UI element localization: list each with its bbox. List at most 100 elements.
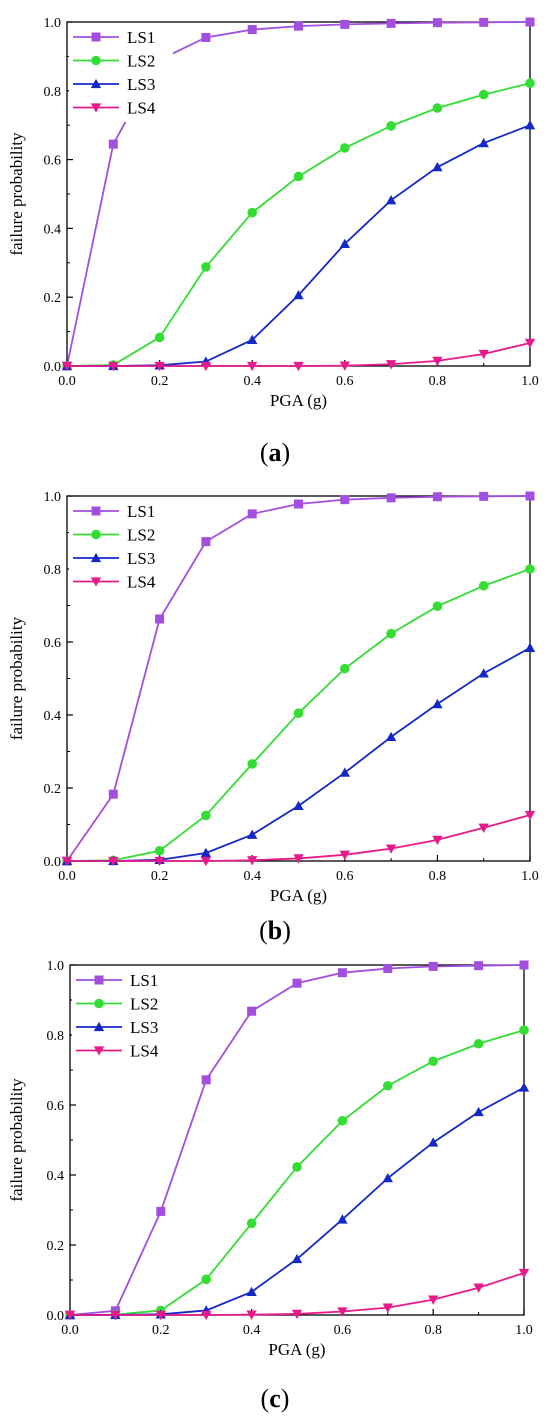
data-point-ls3: [339, 238, 350, 249]
data-point-ls4: [200, 361, 212, 372]
data-point-ls2: [432, 103, 443, 113]
data-point-ls2: [246, 1218, 257, 1229]
data-point-ls2: [292, 1162, 302, 1172]
legend-marker: [93, 1046, 105, 1056]
data-point-ls1: [292, 978, 302, 988]
data-point-ls2: [201, 1274, 211, 1285]
data-point-ls4: [247, 361, 258, 372]
legend-label: LS1: [127, 502, 155, 521]
series-line-ls2: [66, 82, 531, 367]
data-point-ls3: [432, 698, 443, 709]
data-point-ls2: [383, 1080, 393, 1091]
data-point-ls1: [201, 32, 211, 42]
legend-background: [69, 498, 173, 596]
x-axis-label: PGA (g): [270, 391, 327, 410]
data-point-ls1: [201, 1075, 211, 1085]
data-point-ls1: [247, 1006, 257, 1016]
y-tick-label: 0.0: [44, 855, 62, 870]
x-axis-label: PGA (g): [268, 1340, 325, 1359]
legend-label: LS1: [130, 971, 158, 990]
data-point-ls2: [478, 580, 489, 591]
data-point-ls3: [385, 195, 397, 205]
y-tick-label: 0.2: [44, 291, 62, 306]
data-point-ls1: [479, 17, 489, 27]
legend-marker: [94, 975, 104, 985]
data-point-ls1: [294, 499, 303, 509]
data-point-ls4: [428, 1295, 439, 1305]
data-point-ls2: [154, 845, 165, 856]
caption-b: (b): [259, 916, 291, 945]
y-tick-label: 0.8: [47, 1029, 65, 1044]
y-tick-label: 0.4: [44, 709, 62, 724]
data-point-ls3: [293, 289, 304, 300]
data-point-ls4: [291, 1309, 303, 1320]
data-point-ls3: [291, 1253, 303, 1264]
x-tick-label: 0.6: [336, 869, 354, 884]
y-tick-label: 0.2: [44, 782, 62, 797]
y-axis-label: failure probability: [7, 1078, 26, 1202]
legend-marker: [94, 998, 104, 1009]
data-point-ls3: [247, 334, 258, 344]
data-point-ls3: [524, 642, 536, 652]
data-point-ls2: [478, 89, 489, 100]
data-point-ls4: [110, 1310, 121, 1321]
y-tick-label: 0.6: [44, 636, 62, 651]
data-point-ls3: [428, 1137, 439, 1147]
data-point-ls2: [340, 663, 350, 674]
x-tick-label: 1.0: [515, 1323, 533, 1338]
data-point-ls3: [247, 829, 258, 839]
data-point-ls1: [386, 493, 396, 503]
x-tick-label: 0.6: [336, 374, 354, 389]
legend-marker: [91, 506, 101, 516]
x-tick-label: 0.0: [58, 869, 76, 884]
chart-panel-a: 0.0 0.2 0.4 0.6 0.8 1.0 0.0 0.2 0.4 0.6 0.8 1.0 PGA …: [0, 0, 550, 480]
data-point-ls4: [432, 356, 443, 367]
data-point-ls4: [64, 1310, 76, 1321]
chart-b: 0.0 0.2 0.4 0.6 0.8 1.0 0.0 0.2 0.4 0.6 0.8 1.0 PGA …: [7, 490, 539, 905]
data-point-ls3: [339, 767, 350, 777]
legend-label: LS2: [127, 526, 155, 545]
data-point-ls3: [337, 1214, 348, 1224]
data-point-ls1: [156, 1206, 166, 1216]
legend-label: LS3: [130, 1018, 158, 1037]
chart-panel-b: 0.0 0.2 0.4 0.6 0.8 1.0 0.0 0.2 0.4 0.6 0.8 1.0 PGA …: [0, 478, 550, 960]
data-point-ls2: [473, 1038, 484, 1049]
data-point-ls3: [518, 1082, 530, 1092]
legend-label: LS2: [127, 52, 155, 71]
data-point-ls1: [428, 961, 438, 971]
data-point-ls4: [478, 349, 489, 360]
data-point-ls2: [432, 601, 443, 612]
legend-marker: [90, 78, 102, 89]
data-point-ls3: [478, 137, 489, 148]
data-point-ls1: [340, 495, 350, 505]
x-axis-label: PGA (g): [270, 886, 327, 905]
x-tick-label: 0.8: [429, 374, 447, 389]
data-point-ls2: [293, 171, 304, 182]
y-axis-label: failure probability: [7, 132, 26, 256]
y-axis-label: failure probability: [7, 616, 26, 740]
data-point-ls1: [337, 968, 347, 978]
legend-background: [69, 24, 173, 122]
data-point-ls1: [201, 537, 211, 547]
data-point-ls2: [386, 628, 396, 639]
x-tick-label: 0.2: [151, 869, 169, 884]
data-point-ls4: [201, 1310, 212, 1321]
data-point-ls1: [432, 18, 442, 28]
data-point-ls4: [61, 361, 73, 372]
legend-marker: [90, 552, 102, 563]
y-tick-label: 1.0: [44, 490, 62, 505]
legend-label: LS2: [130, 995, 158, 1014]
data-point-ls1: [155, 614, 165, 624]
y-tick-label: 0.8: [44, 563, 62, 578]
legend-label: LS1: [127, 28, 155, 47]
data-point-ls1: [108, 139, 118, 149]
y-tick-label: 1.0: [44, 16, 62, 31]
x-tick-label: 0.0: [58, 374, 76, 389]
data-point-ls2: [525, 564, 535, 574]
data-point-ls4: [293, 854, 304, 864]
y-tick-label: 0.6: [47, 1099, 65, 1114]
data-point-ls4: [247, 856, 258, 866]
data-point-ls2: [201, 810, 211, 821]
data-point-ls3: [473, 1106, 484, 1117]
data-point-ls2: [247, 759, 257, 769]
